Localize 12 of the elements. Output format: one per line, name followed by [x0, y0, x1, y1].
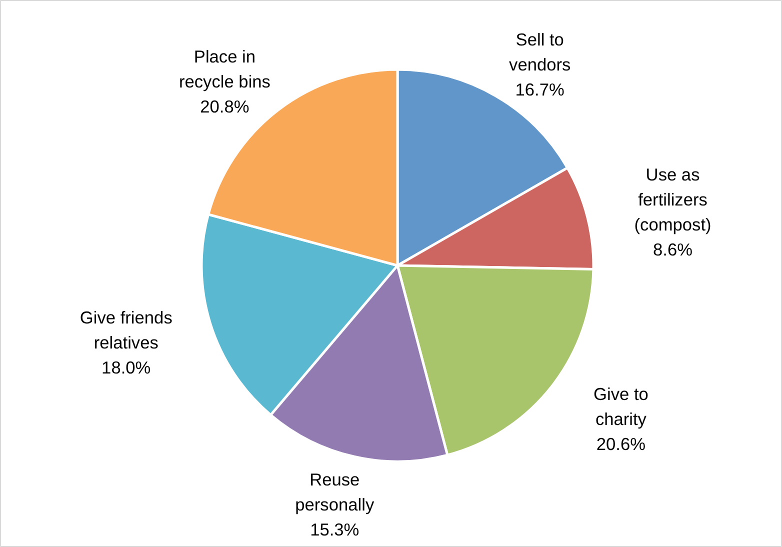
slice-label: Place in recycle bins	[178, 46, 271, 92]
slice-label: Sell to vendors	[509, 29, 572, 74]
data-label: 16.7%	[515, 79, 564, 100]
data-label: 18.0%	[102, 357, 151, 378]
data-label: 20.8%	[200, 96, 250, 117]
data-label: 20.6%	[596, 434, 646, 454]
data-label: 15.3%	[310, 520, 360, 540]
data-label: 8.6%	[653, 239, 693, 260]
slice-label: Use as fertilizers (compost)	[634, 164, 712, 234]
slice-label: Give friends relatives	[80, 307, 173, 352]
slice-label: Give to charity	[594, 384, 648, 430]
slice-label: Reuse personally	[295, 470, 374, 515]
